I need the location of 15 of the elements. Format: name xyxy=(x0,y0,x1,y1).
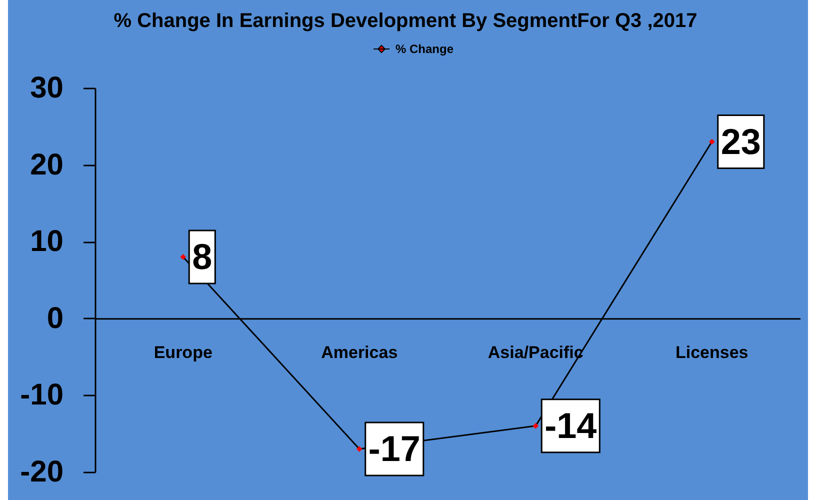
x-tick-label: Americas xyxy=(321,342,398,362)
y-tick-label: 10 xyxy=(30,225,64,258)
data-label: 8 xyxy=(192,236,212,277)
x-tick-label: Licenses xyxy=(675,342,748,362)
y-tick-label: 0 xyxy=(46,302,64,335)
data-label: -14 xyxy=(544,404,597,446)
y-tick-label: -10 xyxy=(20,378,64,412)
data-label: 23 xyxy=(720,120,761,162)
y-tick-label: 30 xyxy=(30,72,64,104)
legend-label: % Change xyxy=(396,42,454,56)
chart-title: % Change In Earnings Development By SegmentFor Q3 ,2017 xyxy=(114,10,698,32)
x-tick-label: Europe xyxy=(154,342,212,362)
y-tick-label: 20 xyxy=(30,148,64,182)
y-tick-label: -20 xyxy=(20,456,64,488)
data-label: -17 xyxy=(368,428,420,469)
